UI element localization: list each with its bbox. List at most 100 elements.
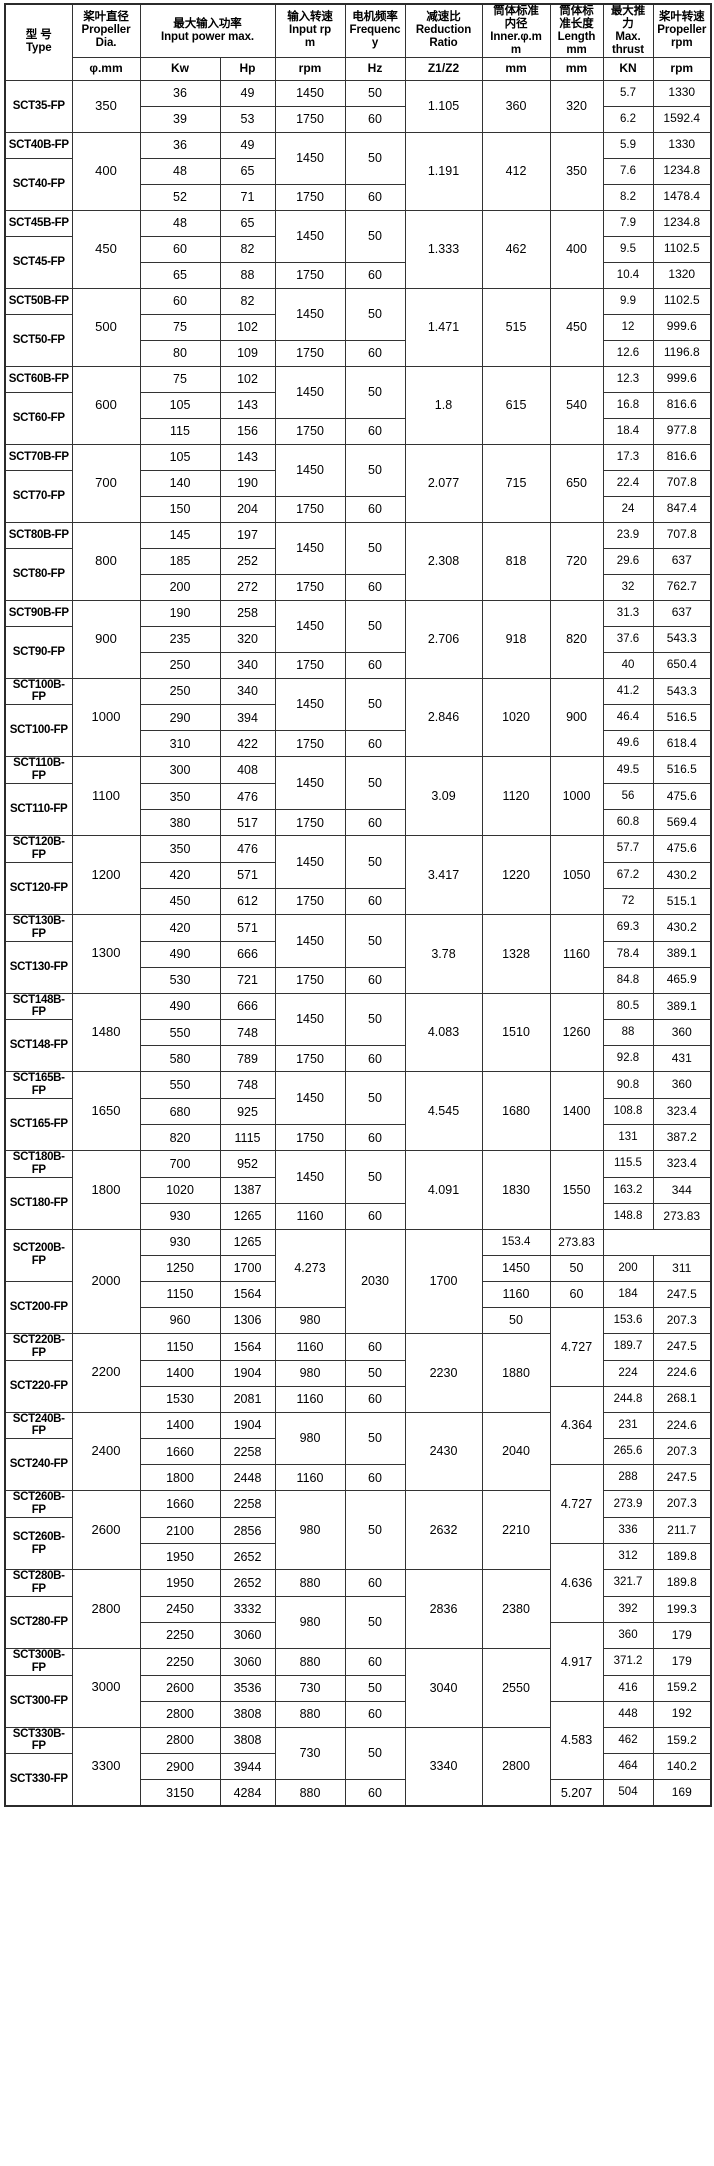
max-thrust-cell: 371.2 xyxy=(602,1647,654,1676)
shell-inner-dia-cell: 462 xyxy=(481,209,551,289)
shell-inner-dia-cell: 2430 xyxy=(404,1411,483,1492)
frequency-cell: 60 xyxy=(344,495,406,523)
frequency-cell: 60 xyxy=(344,1332,406,1361)
table-row: SCT240B-FP 2400 1400 1904 980 50 2430 2040 231 22… xyxy=(4,1411,712,1492)
col-header-inner-cn1: 筒体标准 xyxy=(493,5,539,17)
table-row: SCT35-FP 350 36 49 1450 50 1.105 360 320 5.7 1330 xyxy=(4,79,712,133)
input-power-hp-cell: 102 xyxy=(219,313,276,341)
input-power-kw-cell: 2800 xyxy=(139,1726,221,1755)
table-row: SCT70-FP 140 190 22.4 707.8 xyxy=(4,469,712,523)
propeller-rpm-cell: 1102.5 xyxy=(652,235,712,263)
input-power-hp-cell: 1904 xyxy=(219,1359,276,1387)
shell-inner-dia-cell: 3340 xyxy=(404,1726,483,1807)
propeller-rpm-cell: 387.2 xyxy=(652,1124,712,1151)
frequency-cell: 60 xyxy=(344,1647,406,1676)
max-thrust-cell: 312 xyxy=(602,1543,654,1570)
propeller-dia-cell: 350 xyxy=(71,79,141,133)
input-power-kw-cell: 680 xyxy=(139,1098,221,1125)
table-row: 450 612 1750 60 72 515.1 xyxy=(5,887,712,915)
input-rpm-cell: 1160 xyxy=(481,1280,551,1308)
max-thrust-cell: 189.7 xyxy=(602,1332,654,1361)
input-power-kw-cell: 1950 xyxy=(139,1569,221,1597)
col-header-thrust-en2: thrust xyxy=(612,43,644,56)
reduction-ratio-cell: 4.727 xyxy=(549,1464,604,1544)
model-name-cell: SCT120-FP xyxy=(4,861,73,915)
input-power-hp-cell: 1265 xyxy=(219,1202,276,1230)
propeller-dia-cell: 3000 xyxy=(71,1647,141,1728)
input-power-hp-cell: 156 xyxy=(219,417,276,445)
input-power-hp-cell: 65 xyxy=(219,209,276,237)
max-thrust-cell: 84.8 xyxy=(602,966,654,994)
input-rpm-cell: 1450 xyxy=(274,1150,346,1204)
input-power-hp-cell: 789 xyxy=(219,1045,276,1073)
model-name-cell: SCT50-FP xyxy=(4,313,73,367)
frequency-cell: 60 xyxy=(344,1045,406,1073)
header-row-titles: 型 号 Type 桨叶直径 Propeller Dia. 最大输入功率 Inpu… xyxy=(4,3,712,81)
propeller-rpm-cell: 707.8 xyxy=(652,469,712,497)
input-power-kw-cell: 530 xyxy=(139,966,221,994)
input-power-kw-cell: 60 xyxy=(139,287,221,315)
propeller-rpm-cell: 273.83 xyxy=(549,1228,604,1256)
shell-length-cell: 2380 xyxy=(481,1569,551,1649)
max-thrust-cell: 23.9 xyxy=(602,521,654,549)
col-header-freq-cn: 电机频率 xyxy=(352,11,398,24)
frequency-cell: 60 xyxy=(344,1124,406,1151)
input-power-hp-cell: 721 xyxy=(219,966,276,994)
propeller-dia-cell: 1480 xyxy=(71,992,141,1073)
col-header-prop-en2: rpm xyxy=(671,37,693,50)
max-thrust-cell: 448 xyxy=(602,1700,654,1728)
propeller-rpm-cell: 389.1 xyxy=(652,992,712,1021)
max-thrust-cell: 32 xyxy=(602,573,654,601)
input-rpm-cell: 1750 xyxy=(274,966,346,994)
input-power-hp-cell: 340 xyxy=(219,651,276,679)
reduction-ratio-cell: 1.105 xyxy=(404,79,483,133)
reduction-ratio-cell: 4.273 xyxy=(274,1228,346,1308)
input-power-hp-cell: 1564 xyxy=(219,1332,276,1361)
col-header-max-thrust: 最大推 力 Max. thrust xyxy=(602,3,654,58)
input-rpm-cell: 1750 xyxy=(274,1124,346,1151)
shell-inner-dia-cell: 918 xyxy=(481,599,551,679)
unit-ratio: Z1/Z2 xyxy=(404,56,483,81)
table-row: 310 422 1750 60 49.6 618.4 xyxy=(5,730,712,758)
table-header: 型 号 Type 桨叶直径 Propeller Dia. 最大输入功率 Inpu… xyxy=(4,3,712,81)
max-thrust-cell: 88 xyxy=(602,1019,654,1047)
propeller-rpm-cell: 268.1 xyxy=(652,1385,712,1413)
col-header-dia-cn: 桨叶直径 xyxy=(83,11,129,24)
shell-length-cell: 1400 xyxy=(549,1071,604,1151)
shell-length-cell: 400 xyxy=(549,209,604,289)
table-row: SCT100-FP 290 394 46.4 516.5 xyxy=(4,704,712,758)
input-power-hp-cell: 2652 xyxy=(219,1569,276,1597)
max-thrust-cell: 5.7 xyxy=(602,79,654,107)
table-row: SCT80B-FP 800 145 197 1450 50 2.308 818 720 23.9 7… xyxy=(4,521,712,601)
frequency-cell: 60 xyxy=(344,261,406,289)
input-power-kw-cell: 930 xyxy=(139,1202,221,1230)
propeller-rpm-cell: 618.4 xyxy=(652,730,712,758)
input-power-kw-cell: 145 xyxy=(139,521,221,549)
unit-kw: Kw xyxy=(139,56,221,81)
max-thrust-cell: 17.3 xyxy=(602,443,654,471)
max-thrust-cell: 16.8 xyxy=(602,391,654,419)
frequency-cell: 50 xyxy=(344,835,406,889)
frequency-cell: 50 xyxy=(344,992,406,1047)
input-power-kw-cell: 930 xyxy=(139,1228,221,1256)
input-power-hp-cell: 71 xyxy=(219,183,276,211)
input-power-hp-cell: 666 xyxy=(219,940,276,968)
col-header-len-cn1: 筒体标 xyxy=(559,5,594,17)
model-name-cell: SCT120B-FP xyxy=(4,835,73,863)
propeller-rpm-cell: 999.6 xyxy=(652,313,712,341)
input-rpm-cell: 1750 xyxy=(274,261,346,289)
propeller-dia-cell: 1000 xyxy=(71,677,141,758)
shell-length-cell: 320 xyxy=(549,79,604,133)
max-thrust-cell: 153.4 xyxy=(481,1228,551,1256)
shell-inner-dia-cell: 615 xyxy=(481,365,551,445)
input-power-kw-cell: 65 xyxy=(139,261,221,289)
max-thrust-cell: 244.8 xyxy=(602,1385,654,1413)
input-power-kw-cell: 380 xyxy=(139,809,221,836)
input-rpm-cell: 880 xyxy=(274,1700,346,1728)
reduction-ratio-cell: 4.917 xyxy=(549,1621,604,1702)
input-power-kw-cell: 200 xyxy=(139,573,221,601)
col-header-dia-en2: Dia. xyxy=(95,37,117,50)
max-thrust-cell: 72 xyxy=(602,887,654,915)
input-power-hp-cell: 1904 xyxy=(219,1411,276,1440)
propeller-dia-cell: 2600 xyxy=(71,1490,141,1570)
